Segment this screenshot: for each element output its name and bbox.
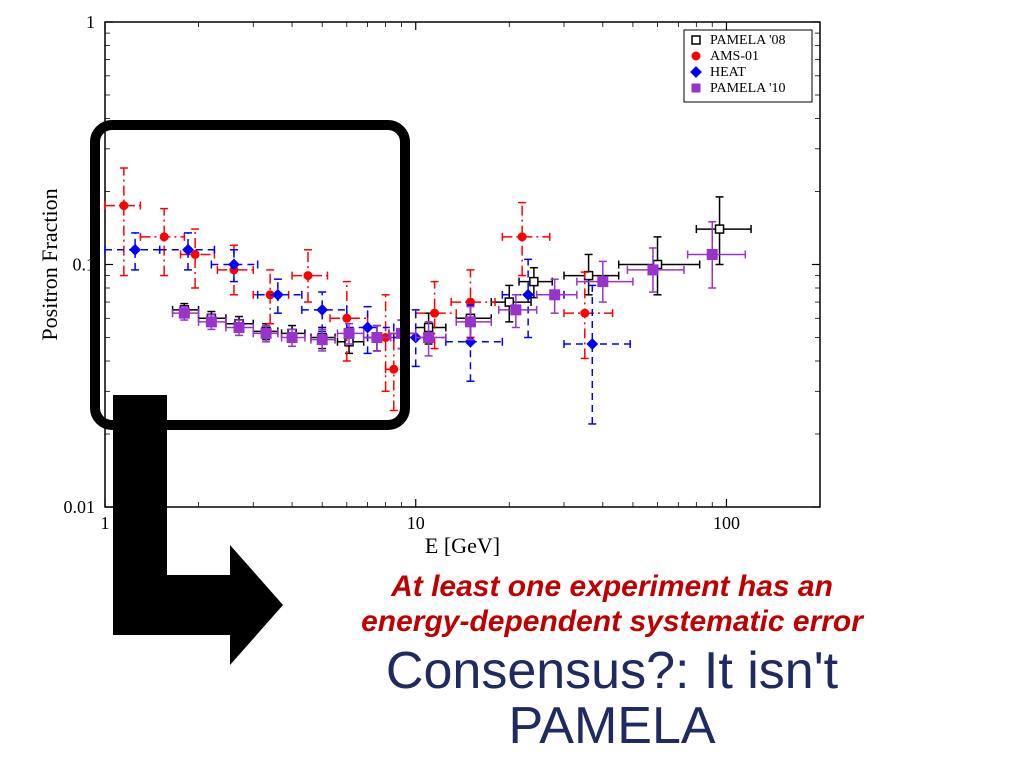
slide: 1101000.010.11E [GeV]Positron FractionPA… [0, 0, 1024, 768]
svg-text:1: 1 [86, 12, 95, 32]
svg-text:PAMELA '10: PAMELA '10 [710, 81, 786, 96]
svg-text:Positron Fraction: Positron Fraction [37, 188, 62, 340]
svg-text:HEAT: HEAT [710, 65, 746, 80]
caption-line4: PAMELA [508, 697, 715, 755]
svg-text:100: 100 [713, 513, 740, 533]
highlight-box [90, 120, 410, 430]
svg-text:PAMELA '08: PAMELA '08 [710, 33, 786, 48]
caption-line1: At least one experiment has an [391, 570, 833, 603]
caption-line2: energy-dependent systematic error [361, 605, 863, 638]
svg-text:0.01: 0.01 [64, 497, 96, 517]
svg-text:AMS-01: AMS-01 [710, 49, 759, 64]
svg-text:10: 10 [407, 513, 425, 533]
caption-navy: Consensus?: It isn't PAMELA [232, 644, 992, 753]
svg-text:E [GeV]: E [GeV] [425, 533, 500, 558]
caption-red: At least one experiment has an energy-de… [232, 570, 992, 639]
caption-line3: Consensus?: It isn't [386, 642, 838, 700]
